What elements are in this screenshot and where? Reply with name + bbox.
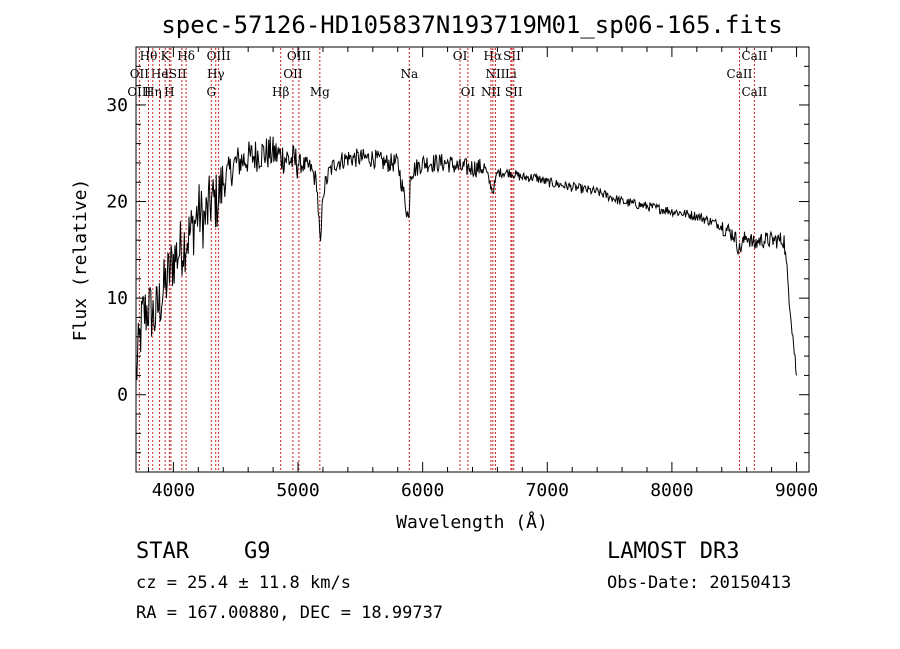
line-marker-label: CaII bbox=[741, 49, 767, 63]
object-subclass: G9 bbox=[244, 539, 271, 564]
y-tick-label: 30 bbox=[106, 95, 128, 116]
observation-date: Obs-Date: 20150413 bbox=[607, 573, 791, 593]
line-marker-label: OII bbox=[283, 67, 303, 81]
line-marker-label: Hγ bbox=[207, 67, 225, 81]
chart-title: spec-57126-HD105837N193719M01_sp06-165.f… bbox=[161, 11, 782, 39]
line-marker-label: He bbox=[151, 67, 169, 81]
x-tick-label: 4000 bbox=[152, 480, 195, 501]
line-marker-label: CaII bbox=[727, 67, 753, 81]
line-marker-label: OIII bbox=[127, 85, 151, 99]
line-marker-label: SII bbox=[503, 49, 521, 63]
y-tick-label: 20 bbox=[106, 192, 128, 213]
x-tick-label: 7000 bbox=[526, 480, 569, 501]
x-axis-label: Wavelength (Å) bbox=[396, 511, 548, 533]
line-marker-label: K bbox=[161, 49, 171, 63]
line-marker-label: OI bbox=[461, 85, 476, 99]
line-marker-label: Na bbox=[400, 67, 418, 81]
spectrum-line bbox=[135, 136, 797, 381]
line-marker-label: Hδ bbox=[177, 49, 195, 63]
line-marker-label: Hη bbox=[144, 85, 162, 99]
line-marker-label: CaII bbox=[741, 85, 767, 99]
survey-name: LAMOST DR3 bbox=[607, 539, 739, 564]
line-marker-label: II bbox=[177, 67, 187, 81]
x-tick-label: 5000 bbox=[276, 480, 319, 501]
line-marker-label: Hβ bbox=[272, 85, 289, 99]
line-marker-label: OIII bbox=[287, 49, 311, 63]
line-marker-label: OI bbox=[453, 49, 468, 63]
line-marker-label: SII bbox=[505, 85, 523, 99]
line-marker-label: lS bbox=[165, 67, 177, 81]
object-class: STAR bbox=[136, 539, 190, 564]
x-tick-label: 8000 bbox=[650, 480, 693, 501]
line-marker-label: G bbox=[206, 85, 216, 99]
line-marker-label: NII bbox=[485, 67, 505, 81]
line-marker-label: H bbox=[164, 85, 174, 99]
x-tick-label: 9000 bbox=[775, 480, 818, 501]
y-tick-label: 10 bbox=[106, 288, 128, 309]
line-marker-label: OIII bbox=[207, 49, 231, 63]
axis-ticks: 4000 5000 6000 7000 8000 9000 0 10 20 30 bbox=[106, 47, 818, 501]
line-marker-label: OII bbox=[130, 67, 150, 81]
line-marker-label: Li bbox=[505, 67, 517, 81]
line-marker-label: Mg bbox=[310, 85, 330, 99]
sky-coordinates: RA = 167.00880, DEC = 18.99737 bbox=[136, 603, 443, 623]
y-axis-label: Flux (relative) bbox=[70, 179, 91, 342]
x-tick-label: 6000 bbox=[401, 480, 444, 501]
line-marker-label: Hα bbox=[484, 49, 503, 63]
line-marker-label: NII bbox=[481, 85, 501, 99]
y-tick-label: 0 bbox=[117, 385, 128, 406]
plot-frame bbox=[135, 46, 810, 473]
redshift-value: cz = 25.4 ± 11.8 km/s bbox=[136, 573, 351, 593]
